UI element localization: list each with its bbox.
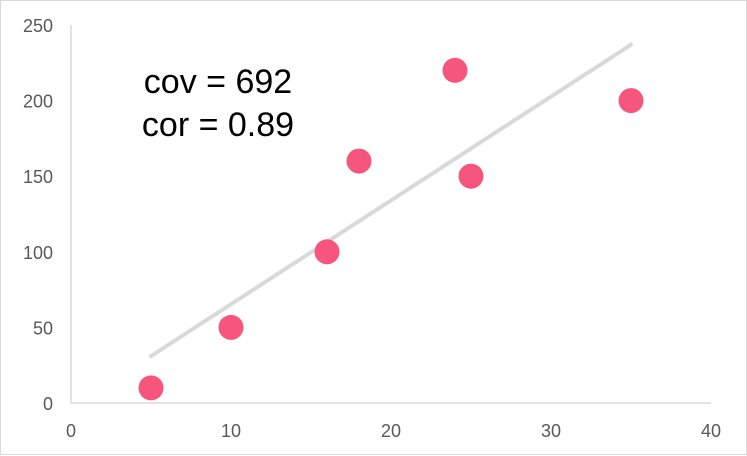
data-point [218, 314, 244, 340]
y-tick-label: 50 [33, 318, 53, 338]
y-tick-label: 250 [23, 16, 53, 36]
x-tick-label: 20 [381, 421, 401, 441]
x-tick-label: 10 [221, 421, 241, 441]
covariance-annotation: cov = 692 [144, 63, 292, 101]
correlation-annotation: cor = 0.89 [142, 106, 294, 144]
y-tick-label: 150 [23, 167, 53, 187]
y-tick-label: 100 [23, 243, 53, 263]
data-points [138, 57, 644, 401]
data-point [458, 163, 484, 189]
axes [70, 25, 711, 404]
trendline [149, 42, 633, 359]
x-tick-label: 30 [541, 421, 561, 441]
trendline-group [149, 42, 633, 359]
data-point [138, 375, 164, 401]
data-point [618, 88, 644, 114]
data-point [346, 148, 372, 174]
tick-labels: 0 10 20 30 40 0 50 100 150 200 250 [23, 16, 721, 441]
y-tick-label: 200 [23, 92, 53, 112]
y-tick-label: 0 [43, 394, 53, 414]
data-point [314, 239, 340, 265]
x-tick-label: 40 [701, 421, 721, 441]
data-point [442, 57, 468, 83]
x-tick-label: 0 [66, 421, 76, 441]
